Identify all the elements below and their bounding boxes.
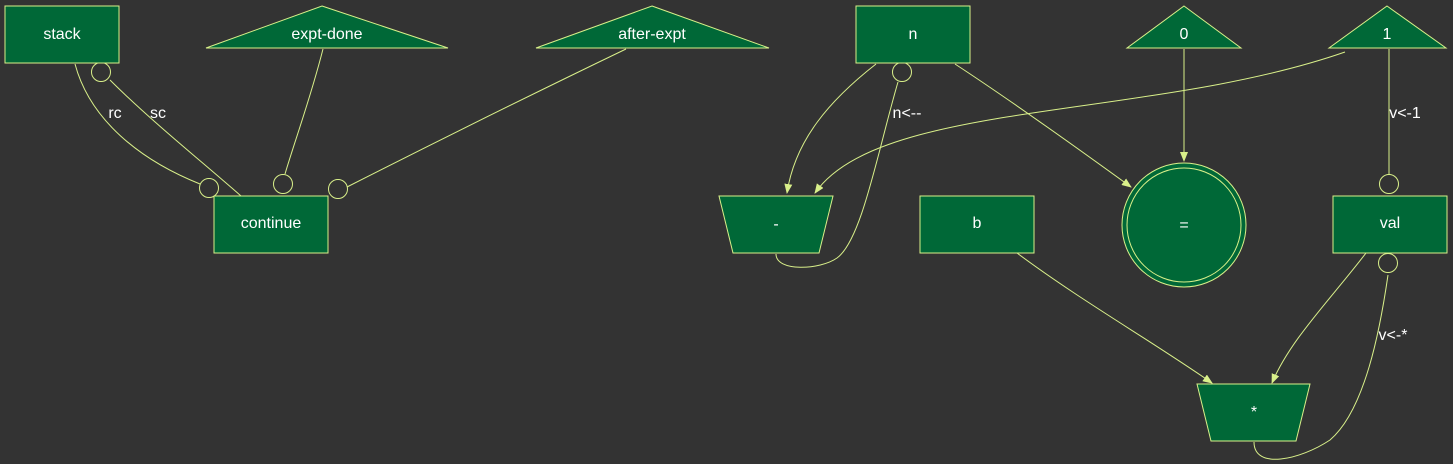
node-b: b (919, 195, 1035, 254)
node-val: val (1332, 195, 1448, 254)
node-times: * (1196, 383, 1311, 442)
node-expt-done-label: expt-done (291, 26, 362, 43)
port-continue-expt-done (273, 174, 293, 194)
node-one: 1 (1327, 5, 1448, 49)
edge-n-equals (954, 63, 1132, 188)
edge-label-sc: sc (150, 105, 166, 122)
edge-label-rc: rc (108, 105, 121, 122)
port-stack-sc (91, 62, 111, 82)
node-equals: = (1121, 162, 1247, 288)
edge-val-times (1271, 252, 1367, 384)
node-n-label: n (909, 26, 918, 43)
port-continue-rc (199, 178, 219, 198)
port-val-one (1379, 174, 1399, 194)
edge-stack-rc-continue (74, 63, 201, 185)
port-n-minus (892, 62, 912, 82)
node-continue: continue (213, 195, 329, 254)
edge-one-minus (814, 51, 1346, 194)
node-b-label: b (973, 215, 982, 232)
node-minus-label: - (773, 216, 778, 233)
node-stack-label: stack (43, 26, 81, 43)
edge-minus-loop-n (775, 81, 899, 268)
edge-n-minus (784, 63, 877, 194)
node-zero: 0 (1125, 5, 1243, 49)
edge-times-loop-val (1253, 274, 1389, 460)
node-continue-label: continue (241, 215, 302, 232)
node-equals-label: = (1179, 217, 1188, 234)
edge-after-expt-continue (346, 48, 627, 188)
node-zero-label: 0 (1180, 26, 1189, 43)
port-continue-after-expt (328, 179, 348, 199)
node-after-expt-label: after-expt (618, 26, 686, 43)
edge-stack-sc-continue (109, 79, 242, 197)
node-val-label: val (1380, 215, 1400, 232)
edge-label-v-times: v<-* (1379, 327, 1408, 344)
node-n: n (855, 5, 971, 64)
node-stack: stack (4, 5, 120, 64)
node-one-label: 1 (1383, 26, 1392, 43)
edge-b-times (1016, 252, 1213, 384)
node-expt-done: expt-done (205, 5, 449, 49)
edge-label-v-one: v<-1 (1389, 105, 1421, 122)
node-times-label: * (1251, 404, 1257, 421)
node-minus: - (718, 195, 834, 254)
node-after-expt: after-expt (535, 5, 770, 49)
edge-expt-done-continue (284, 48, 324, 175)
edge-label-n-minus: n<-- (893, 105, 922, 122)
port-val-times (1378, 253, 1398, 273)
